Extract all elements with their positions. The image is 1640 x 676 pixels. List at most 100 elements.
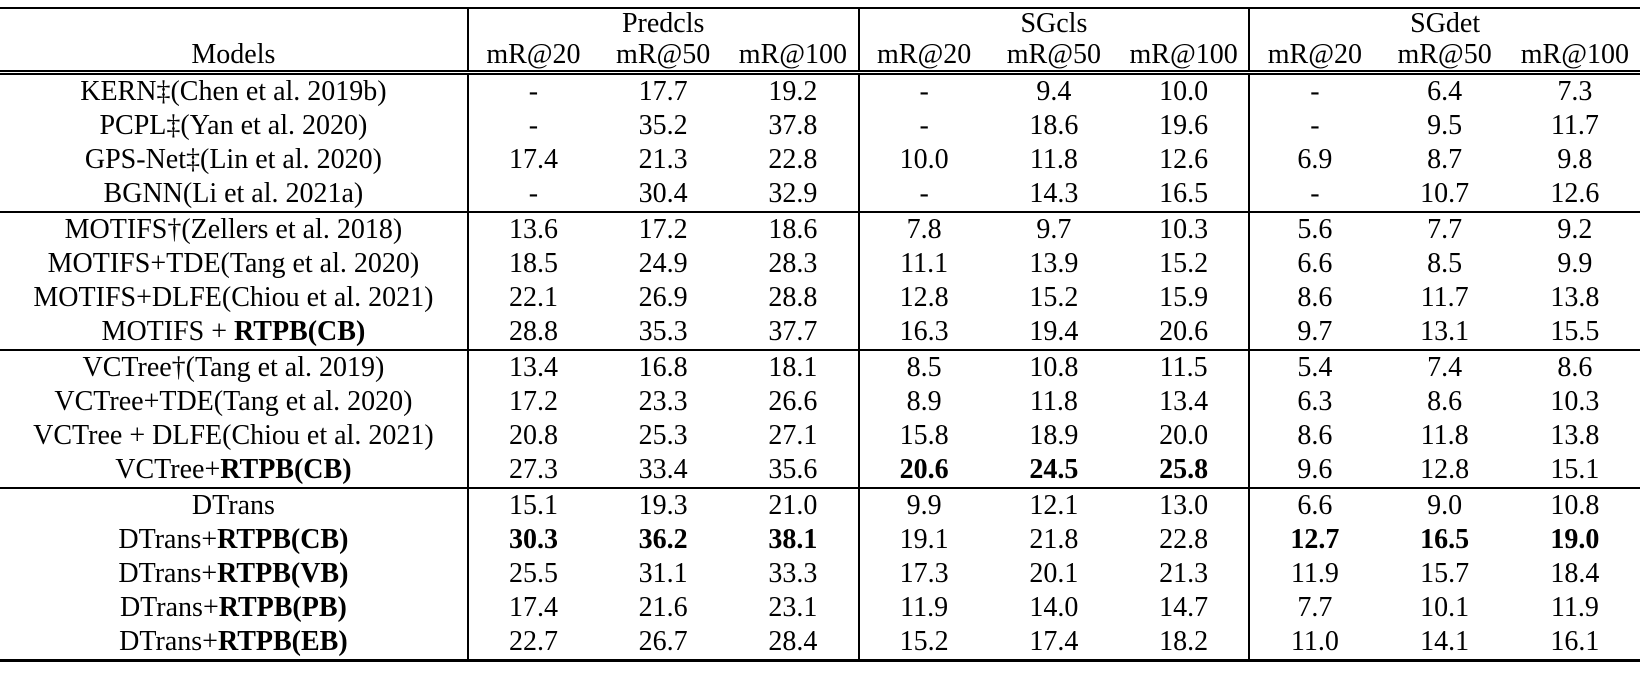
metric-value-cell: 24.5 xyxy=(1029,454,1079,485)
metric-value-cell: 33.3 xyxy=(768,558,818,589)
model-name-cell: MOTIFS+TDE(Tang et al. 2020) xyxy=(47,248,420,279)
table-row: DTrans+RTPB(EB) 22.7 26.7 28.4 15.2 17.4 18.2 1… xyxy=(0,625,1640,661)
metric-value-cell: 14.1 xyxy=(1420,626,1470,657)
metric-value-cell: 9.2 xyxy=(1509,211,1640,247)
table-body: KERN‡(Chen et al. 2019b) - 17.7 19.2 - 9.4 10.… xyxy=(0,72,1640,661)
table-row: MOTIFS+DLFE(Chiou et al. 2021) 22.1 26.9 28… xyxy=(0,281,1640,315)
metric-value-cell: 21.6 xyxy=(638,592,688,623)
metric-value-cell: 26.7 xyxy=(638,626,688,657)
metrics-header-row: Models mR@20 mR@50 mR@100 mR@20 mR@50 mR… xyxy=(0,39,1640,75)
metric-value-cell: 13.9 xyxy=(1029,248,1079,279)
table-row: MOTIFS+TDE(Tang et al. 2020) 18.5 24.9 28.3… xyxy=(0,247,1640,281)
metric-value-cell: 10.8 xyxy=(988,349,1120,385)
metric-value-cell: 13.8 xyxy=(1550,282,1600,313)
metric-value-cell: 11.8 xyxy=(1029,144,1078,175)
metric-value-cell: 15.8 xyxy=(857,419,989,453)
metric-value-cell: 19.4 xyxy=(1029,316,1079,347)
metric-value-cell: 21.3 xyxy=(638,144,688,175)
metric-value-cell: - xyxy=(857,177,989,212)
metric-value-cell: - xyxy=(1248,177,1380,212)
model-name-cell: DTrans+RTPB(PB) xyxy=(119,592,347,623)
metric-value-cell: 12.8 xyxy=(857,281,989,315)
metric-value-cell: 17.2 xyxy=(598,211,729,247)
metric-value-cell: 31.1 xyxy=(638,558,688,589)
table-row: DTrans+RTPB(VB) 25.5 31.1 33.3 17.3 20.1 21.3 1… xyxy=(0,557,1640,591)
metric-value-cell: 7.7 xyxy=(1248,591,1380,625)
metric-value-cell: 13.4 xyxy=(466,349,599,385)
metric-value-cell: - xyxy=(466,177,599,212)
metric-value-cell: 20.1 xyxy=(1029,558,1079,589)
group-header-row: Predcls SGcls SGdet xyxy=(0,8,1640,39)
metric-value-cell: 16.3 xyxy=(857,315,989,350)
metric-value-cell: 11.7 xyxy=(1420,282,1469,313)
metric-value-cell: 5.6 xyxy=(1248,211,1380,247)
metric-value-cell: 18.2 xyxy=(1159,626,1209,657)
metric-value-cell: 25.8 xyxy=(1159,454,1209,485)
model-name-cell: VCTree†(Tang et al. 2019) xyxy=(0,349,468,385)
metric-value-cell: 13.4 xyxy=(1159,386,1209,417)
metric-value-cell: 7.7 xyxy=(1379,211,1510,247)
metric-value-cell: 8.5 xyxy=(1427,248,1463,279)
metric-value-cell: 12.8 xyxy=(1420,454,1470,485)
metric-value-cell: - xyxy=(857,72,989,109)
model-name-cell: KERN‡(Chen et al. 2019b) xyxy=(80,76,387,107)
metric-value-cell: 9.8 xyxy=(1557,144,1593,175)
metric-value-cell: 30.4 xyxy=(638,178,688,209)
metric-value-cell: 17.4 xyxy=(1029,626,1079,657)
metric-value-cell: 28.8 xyxy=(466,315,599,350)
metric-value-cell: 21.8 xyxy=(1029,524,1079,555)
metric-value-cell: 26.6 xyxy=(768,386,818,417)
metric-value-cell: 16.1 xyxy=(1550,626,1600,657)
metric-value-cell: 32.9 xyxy=(768,178,818,209)
metric-value-cell: 22.1 xyxy=(466,281,599,315)
metric-value-cell: 10.0 xyxy=(1159,76,1209,107)
metric-value-cell: 17.4 xyxy=(466,143,599,177)
table-row: DTrans+RTPB(PB) 17.4 21.6 23.1 11.9 14.0 14.7 7… xyxy=(0,591,1640,625)
model-name-cell: DTrans+RTPB(VB) xyxy=(118,558,349,589)
metric-value-cell: 13.8 xyxy=(1550,420,1600,451)
table-row: KERN‡(Chen et al. 2019b) - 17.7 19.2 - 9.4 10.… xyxy=(0,72,1640,109)
metric-value-cell: 9.7 xyxy=(988,211,1120,247)
metric-value-cell: 37.8 xyxy=(768,110,818,141)
metric-value-cell: 10.7 xyxy=(1420,178,1470,209)
table-row: PCPL‡(Yan et al. 2020) - 35.2 37.8 - 18.6 19.6… xyxy=(0,109,1640,143)
model-name-cell: MOTIFS + RTPB(CB) xyxy=(101,316,366,347)
metric-value-cell: - xyxy=(1248,109,1380,143)
metric-header-mr50: mR@50 xyxy=(1379,39,1510,75)
metric-value-cell: 25.3 xyxy=(638,420,688,451)
metric-value-cell: 23.3 xyxy=(638,386,688,417)
table-row: DTrans 15.1 19.3 21.0 9.9 12.1 13.0 6.6 9.0 10.8 xyxy=(0,487,1640,523)
metric-value-cell: 10.3 xyxy=(1550,386,1600,417)
metric-value-cell: 15.7 xyxy=(1420,558,1470,589)
metric-value-cell: 11.9 xyxy=(857,591,989,625)
metric-value-cell: 9.0 xyxy=(1379,487,1510,523)
metric-value-cell: 6.4 xyxy=(1427,76,1463,107)
corner-cell xyxy=(0,8,468,39)
metric-value-cell: 11.8 xyxy=(1029,386,1078,417)
model-name-cell: VCTree + DLFE(Chiou et al. 2021) xyxy=(33,420,434,451)
metric-value-cell: 12.6 xyxy=(1159,144,1209,175)
metric-header-mr50: mR@50 xyxy=(598,39,729,75)
model-name-cell: MOTIFS+DLFE(Chiou et al. 2021) xyxy=(33,282,434,313)
metric-value-cell: 35.3 xyxy=(638,316,688,347)
metric-value-cell: 15.2 xyxy=(1029,282,1079,313)
metric-value-cell: 6.6 xyxy=(1248,487,1380,523)
metric-value-cell: 11.0 xyxy=(1248,625,1380,661)
table-row: VCTree + DLFE(Chiou et al. 2021) 20.8 25.3… xyxy=(0,419,1640,453)
metric-value-cell: 16.8 xyxy=(598,349,729,385)
table-row: GPS-Net‡(Lin et al. 2020) 17.4 21.3 22.8 10.… xyxy=(0,143,1640,177)
metric-value-cell: 20.6 xyxy=(1159,316,1209,347)
metric-value-cell: 18.9 xyxy=(1029,420,1079,451)
metric-value-cell: 10.3 xyxy=(1119,211,1250,247)
table-row: VCTree+RTPB(CB) 27.3 33.4 35.6 20.6 24.5 25.8 9… xyxy=(0,453,1640,488)
metric-value-cell: 9.9 xyxy=(1557,248,1593,279)
metric-value-cell: 19.1 xyxy=(857,523,989,557)
metric-value-cell: 27.1 xyxy=(768,420,818,451)
group-header-sgcls: SGcls xyxy=(857,8,1250,39)
metric-value-cell: 12.1 xyxy=(988,487,1120,523)
metric-value-cell: 10.0 xyxy=(857,143,989,177)
metric-value-cell: 10.1 xyxy=(1420,592,1470,623)
model-name-cell: DTrans xyxy=(0,487,468,523)
model-name-cell: VCTree+TDE(Tang et al. 2020) xyxy=(54,386,413,417)
metric-value-cell: 21.0 xyxy=(728,487,859,523)
